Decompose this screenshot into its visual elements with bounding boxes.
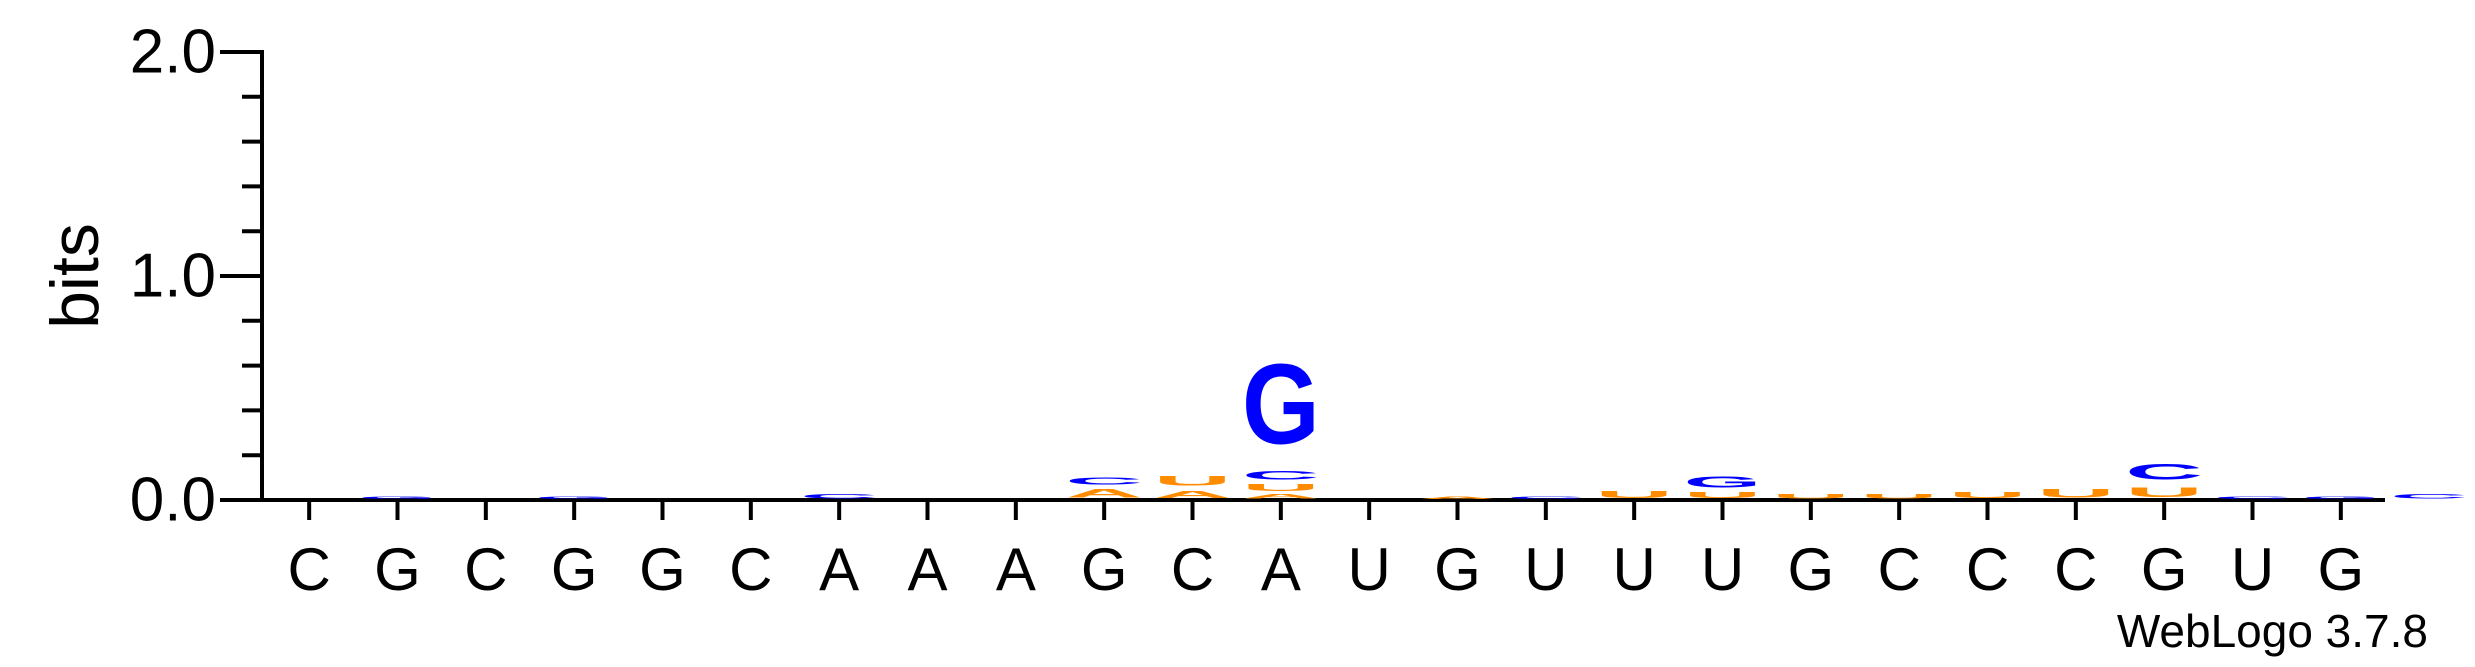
logo-letter-C: C [1065, 475, 1143, 486]
logo-letter-U: U [1154, 473, 1232, 489]
x-tick-label: C [1966, 536, 2009, 603]
svg-text:U: U [1949, 491, 2027, 500]
logo-letter-G: G [359, 495, 437, 499]
logo-letter-U: U [2037, 487, 2115, 500]
logo-letter-A: A [1065, 487, 1143, 500]
svg-text:C: C [2390, 493, 2468, 500]
x-tick-label: G [2317, 536, 2364, 603]
x-tick-label: U [1612, 536, 1655, 603]
x-tick-label: G [1787, 536, 1834, 603]
svg-text:G: G [359, 495, 437, 499]
logo-letter-G: G [535, 495, 613, 499]
logo-letter-U: U [2125, 485, 2203, 501]
svg-text:A: A [1065, 487, 1143, 500]
svg-text:C: C [1242, 469, 1320, 482]
x-tick-label: G [1081, 536, 1128, 603]
y-tick-label: 2.0 [130, 18, 216, 87]
svg-text:U: U [1595, 489, 1673, 500]
x-tick-label: C [729, 536, 772, 603]
logo-letter-C: C [2390, 493, 2468, 500]
svg-text:C: C [800, 493, 878, 500]
logo-letter-U: U [1860, 493, 1938, 500]
weblogo-credit: WebLogo 3.7.8 [2117, 605, 2428, 657]
y-tick-label: 1.0 [130, 242, 216, 311]
logo-letter-U: U [1684, 491, 1762, 500]
x-tick-label: A [996, 536, 1036, 603]
logo-letter-G: G [1242, 340, 1320, 468]
x-tick-label: U [1701, 536, 1744, 603]
y-tick-label: 0.0 [130, 466, 216, 535]
logo-letter-U: U [1595, 489, 1673, 500]
svg-text:A: A [1419, 496, 1497, 500]
svg-text:U: U [2125, 485, 2203, 501]
svg-text:U: U [1860, 493, 1938, 500]
svg-text:C: C [2214, 496, 2292, 500]
x-tick-label: A [1261, 536, 1301, 603]
logo-letter-C: C [2125, 460, 2203, 484]
logo-letter-C: C [1242, 469, 1320, 482]
svg-text:U: U [1772, 493, 1850, 500]
svg-text:A: A [1242, 493, 1320, 500]
svg-text:U: U [1684, 491, 1762, 500]
svg-text:C: C [2125, 460, 2203, 484]
x-tick-label: G [2141, 536, 2188, 603]
svg-text:C: C [1507, 496, 1585, 500]
svg-text:U: U [1154, 473, 1232, 489]
svg-text:G: G [2302, 495, 2380, 499]
logo-letter-C: C [1507, 496, 1585, 500]
svg-text:G: G [1242, 340, 1320, 468]
x-tick-label: U [1524, 536, 1567, 603]
logo-letter-A: A [1242, 493, 1320, 500]
x-tick-label: G [374, 536, 421, 603]
x-tick-label: C [1877, 536, 1920, 603]
svg-text:C: C [1065, 475, 1143, 486]
logo-letter-U: U [1772, 493, 1850, 500]
logo-letter-U: U [1949, 491, 2027, 500]
svg-text:U: U [1242, 482, 1320, 493]
logo-letter-G: G [2302, 495, 2380, 499]
logo-letter-G: G [1684, 473, 1762, 491]
x-tick-label: G [639, 536, 686, 603]
x-tick-label: C [464, 536, 507, 603]
y-axis: 0.0 1.0 2.0 [130, 18, 264, 535]
svg-text:U: U [2037, 487, 2115, 500]
x-tick-label: U [2231, 536, 2274, 603]
logo-letter-C: C [2214, 496, 2292, 500]
y-axis-label: bits [37, 223, 113, 329]
x-tick-label: A [819, 536, 859, 603]
x-tick-label: C [2054, 536, 2097, 603]
x-tick-label: C [1171, 536, 1214, 603]
x-tick-label: U [1347, 536, 1390, 603]
x-tick-label: G [551, 536, 598, 603]
svg-text:G: G [1684, 473, 1762, 491]
svg-text:G: G [535, 495, 613, 499]
logo-letter-A: A [1419, 496, 1497, 500]
x-tick-label: C [287, 536, 330, 603]
logo-letter-C: C [800, 493, 878, 500]
logo-letter-A: A [1154, 489, 1232, 500]
x-tick-label: A [907, 536, 947, 603]
x-tick-label: G [1434, 536, 1481, 603]
logo-letter-U: U [1242, 482, 1320, 493]
svg-text:A: A [1154, 489, 1232, 500]
